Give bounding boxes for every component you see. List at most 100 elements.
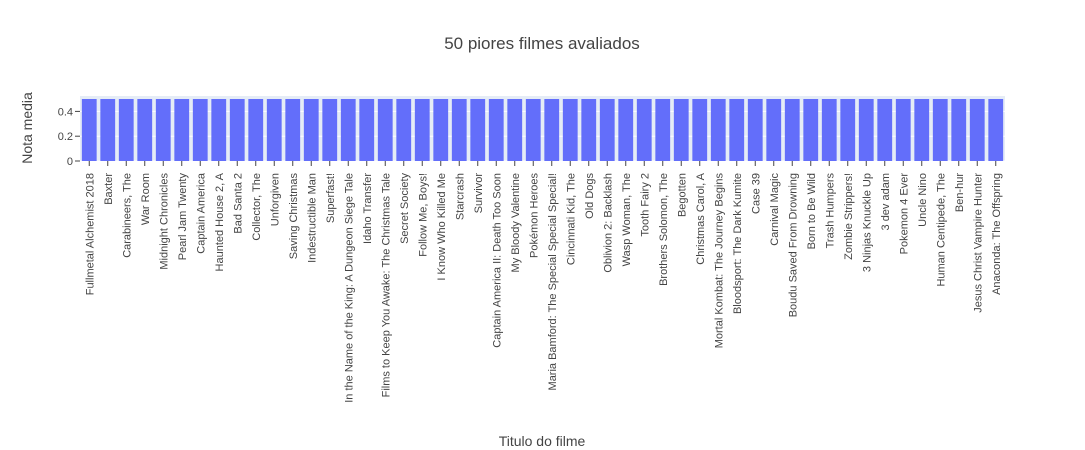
bar[interactable] [451,99,467,161]
bar[interactable] [525,99,541,161]
bar[interactable] [747,99,763,161]
x-tick-label: 3 dev adam [880,173,892,230]
bar[interactable] [840,99,856,161]
bar[interactable] [100,99,116,161]
bar[interactable] [229,99,245,161]
bar[interactable] [544,99,560,161]
x-tick-label: Unforgiven [269,173,281,226]
chart-title: 50 piores filmes avaliados [444,34,640,53]
x-tick-label: War Room [140,173,152,225]
bar[interactable] [137,99,153,161]
x-tick-label: Carabineers, The [121,173,133,258]
bar[interactable] [359,99,375,161]
x-tick-label: 3 Ninjas Knuckle Up [861,173,873,272]
x-tick-label: Idaho Transfer [362,173,374,244]
bar[interactable] [599,99,615,161]
x-tick-label: Oblivion 2: Backlash [602,173,614,273]
bar[interactable] [266,99,282,161]
bar[interactable] [895,99,911,161]
bar[interactable] [211,99,227,161]
x-tick-label: Trash Humpers [824,173,836,249]
bar[interactable] [914,99,930,161]
x-tick-label: My Bloody Valentine [510,173,522,272]
bar[interactable] [969,99,985,161]
bar[interactable] [951,99,967,161]
bar[interactable] [821,99,837,161]
x-tick-label: Anaconda: The Offspring [991,173,1003,295]
x-tick-label: Bloodsport: The Dark Kumite [732,173,744,314]
y-tick-label: 0.2 [58,131,73,143]
x-tick-label: Pearl Jam Twenty [177,173,189,261]
bar[interactable] [655,99,671,161]
x-tick-label: Bad Santa 2 [232,173,244,234]
x-tick-label: Tooth Fairy 2 [639,173,651,237]
x-tick-label: Jesus Christ Vampire Hunter [972,173,984,313]
bar[interactable] [322,99,338,161]
bar[interactable] [932,99,948,161]
bar[interactable] [248,99,264,161]
bar[interactable] [988,99,1004,161]
x-tick-label: In the Name of the King: A Dungeon Siege… [343,173,355,403]
x-tick-label: Fullmetal Alchemist 2018 [84,173,96,295]
y-axis-title: Nota media [19,92,35,164]
x-tick-label: Superfast! [325,173,337,223]
x-tick-label: Indestructible Man [306,173,318,263]
x-tick-label: Secret Society [399,173,411,244]
bar[interactable] [81,99,97,161]
bar[interactable] [784,99,800,161]
x-tick-label: Captain America II: Death Too Soon [491,173,503,348]
bar[interactable] [729,99,745,161]
bar[interactable] [766,99,782,161]
bar[interactable] [877,99,893,161]
x-tick-label: Maria Bamford: The Special Special Speci… [547,173,559,390]
bar[interactable] [673,99,689,161]
x-tick-label: Starcrash [454,173,466,220]
x-tick-label: Born to Be Wild [806,173,818,249]
x-tick-label: Follow Me, Boys! [417,173,429,257]
bar[interactable] [803,99,819,161]
y-axis-ticks: 0 0.2 0.4 [58,106,80,168]
bar[interactable] [192,99,208,161]
x-tick-label: Carnival Magic [769,173,781,246]
x-tick-label: Cincinnati Kid, The [565,173,577,265]
bar[interactable] [488,99,504,161]
bar[interactable] [118,99,134,161]
bar[interactable] [155,99,171,161]
x-tick-label: Boudu Saved From Drowning [787,173,799,317]
bar[interactable] [636,99,652,161]
bars [81,99,1004,161]
bar[interactable] [303,99,319,161]
bar[interactable] [377,99,393,161]
x-tick-label: Human Centipede, The [935,173,947,287]
x-tick-label: Zombie Strippers! [843,173,855,260]
bar[interactable] [285,99,301,161]
x-tick-label: Christmas Carol, A [695,172,707,264]
bar[interactable] [340,99,356,161]
x-tick-label: Saving Christmas [288,173,300,260]
bar[interactable] [470,99,486,161]
x-tick-label: Uncle Nino [917,173,929,227]
x-tick-label: Pokemon 4 Ever [898,173,910,255]
x-tick-label: Haunted House 2, A [214,172,226,271]
bar[interactable] [396,99,412,161]
bar[interactable] [710,99,726,161]
x-tick-label: Baxter [103,173,115,205]
x-tick-label: Pokémon Heroes [528,173,540,258]
x-tick-label: Captain America [195,172,207,254]
x-axis-title: Titulo do filme [499,433,586,449]
bar[interactable] [507,99,523,161]
bar[interactable] [433,99,449,161]
bar[interactable] [858,99,874,161]
x-tick-label: Begotten [676,173,688,217]
bar[interactable] [174,99,190,161]
bar[interactable] [692,99,708,161]
bar[interactable] [562,99,578,161]
bar[interactable] [581,99,597,161]
x-tick-label: Mortal Kombat: The Journey Begins [713,173,725,349]
x-tick-label: Midnight Chronicles [158,173,170,270]
bar[interactable] [618,99,634,161]
y-tick-label: 0.4 [58,106,73,118]
bar[interactable] [414,99,430,161]
